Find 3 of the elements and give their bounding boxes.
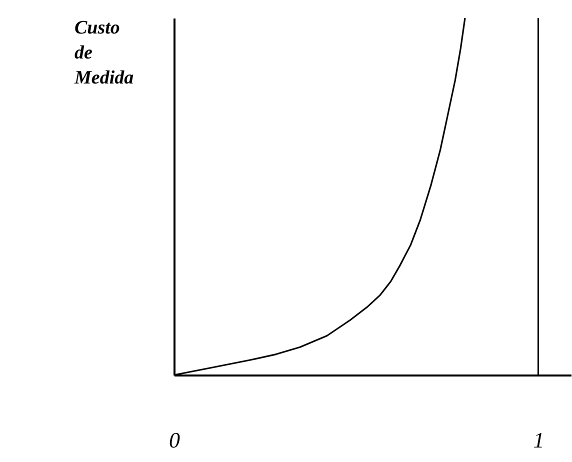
x-tick-label: 0 [169,428,180,452]
x-tick-label: 1 [533,428,544,452]
y-axis-title: Custo de Medida [74,18,134,88]
